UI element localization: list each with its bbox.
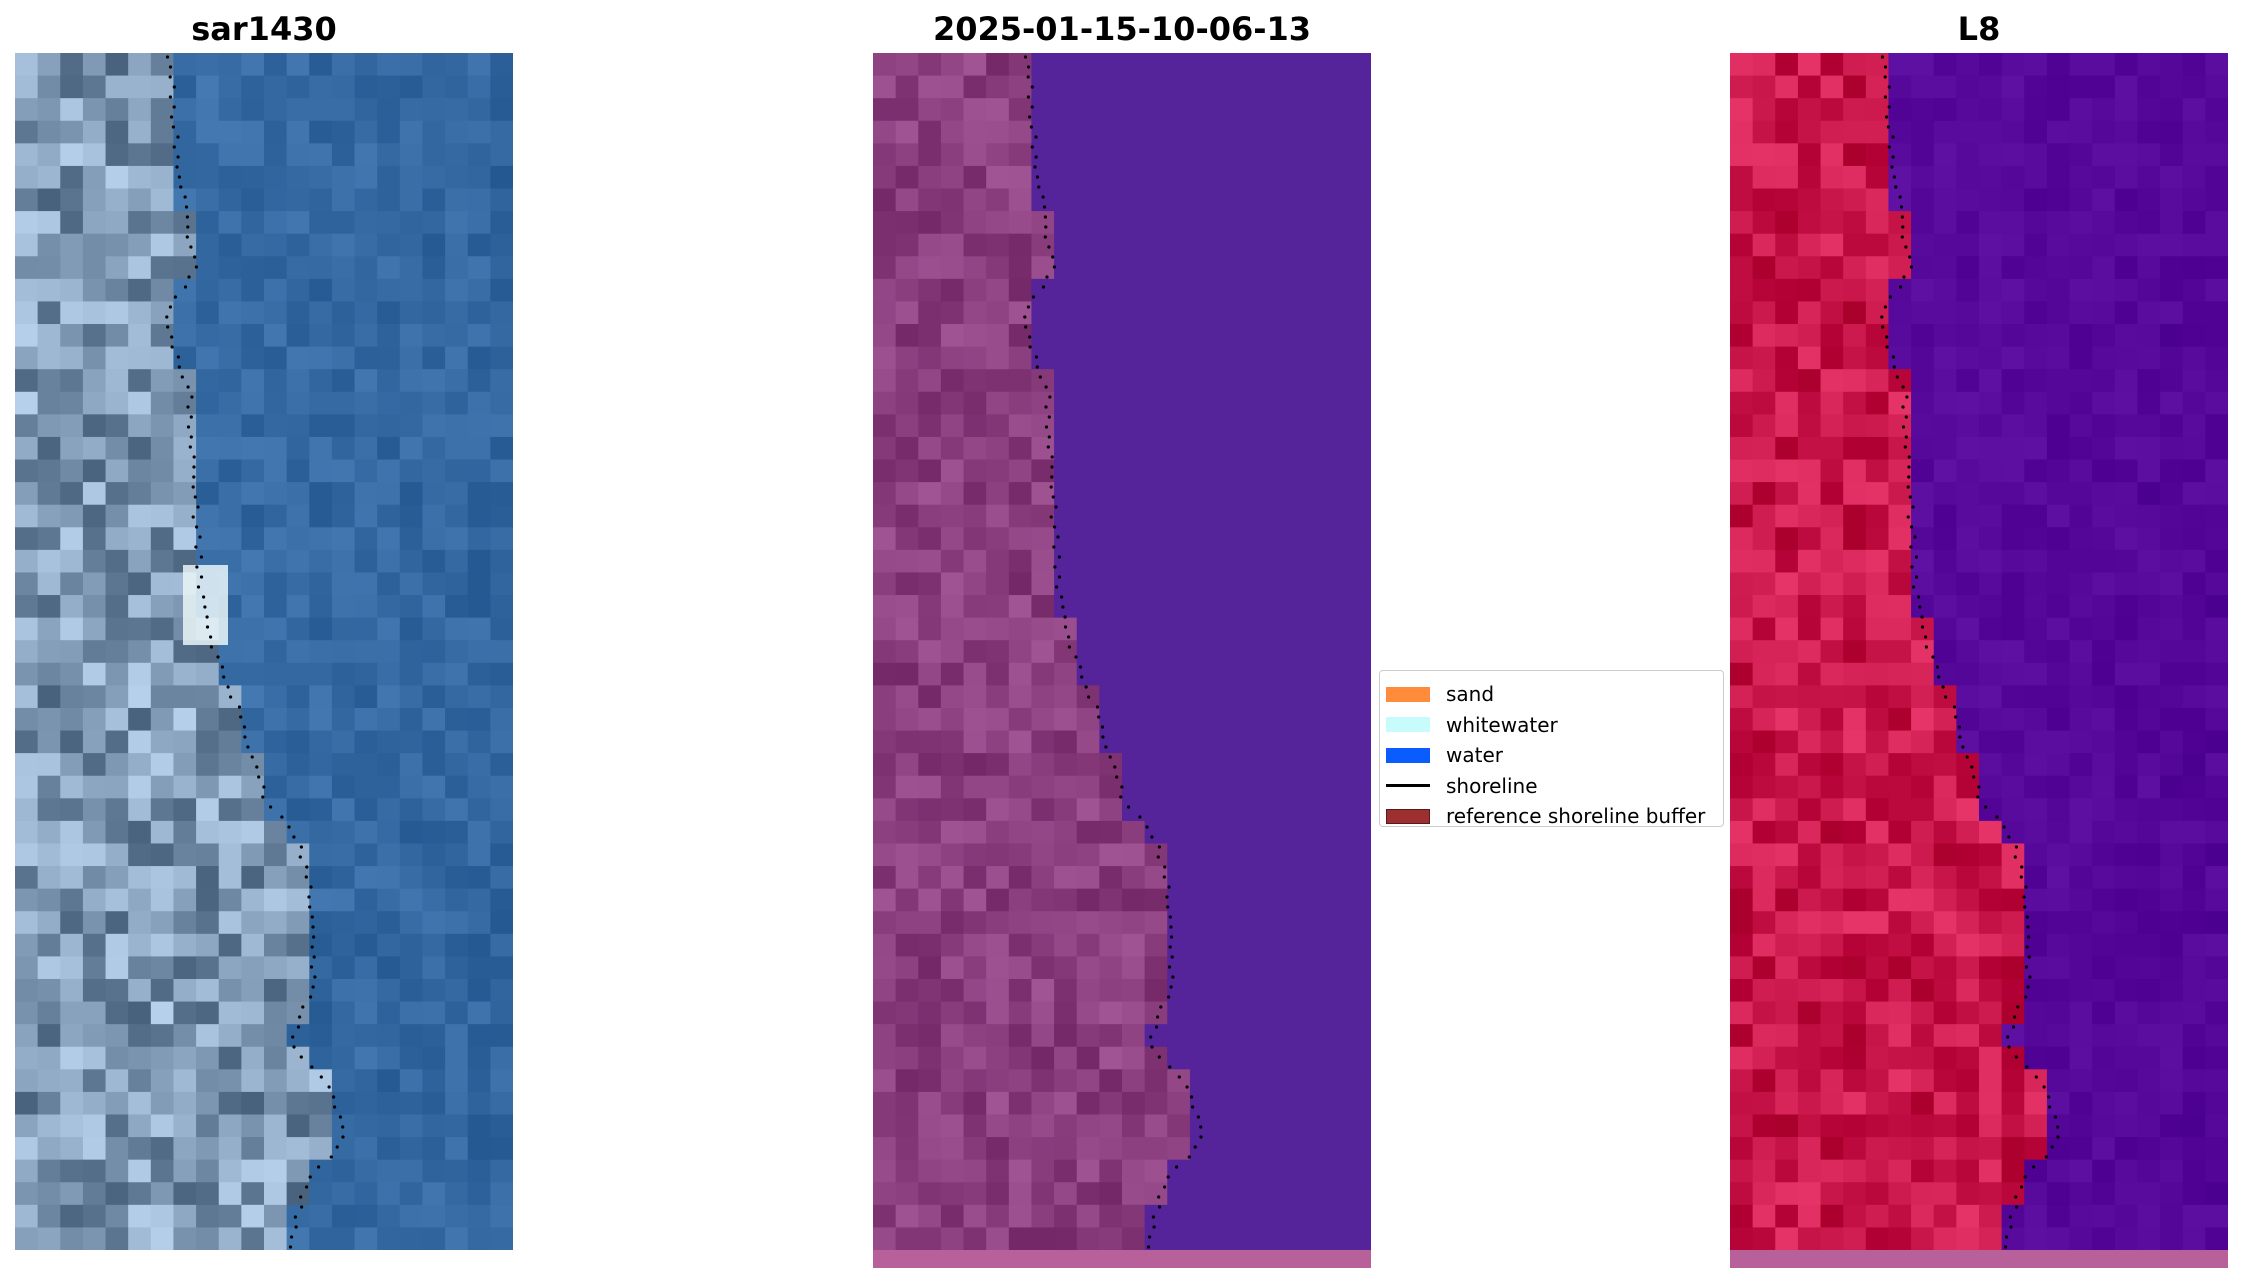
- rgb-shoreline: [165, 55, 345, 1249]
- index-image-panel: [1730, 53, 2228, 1268]
- index-image: [1730, 53, 2228, 1268]
- shoreline-line-swatch: [1386, 784, 1430, 788]
- classified-pixel-grid: [873, 53, 1371, 1251]
- legend-item-reference-buffer: reference shoreline buffer: [1386, 801, 1717, 832]
- legend-item-sand: sand: [1386, 679, 1717, 710]
- rgb-image-panel: [15, 53, 513, 1250]
- legend-label-reference-buffer: reference shoreline buffer: [1446, 804, 1706, 829]
- reference-buffer-swatch: [1386, 808, 1430, 824]
- legend-label-whitewater: whitewater: [1446, 712, 1558, 737]
- rgb-pixel-grid: [15, 53, 513, 1250]
- legend-item-water: water: [1386, 740, 1717, 771]
- ndwi-pixel-grid: [1730, 53, 2228, 1251]
- legend-label-shoreline: shoreline: [1446, 773, 1538, 798]
- classified-image: [873, 53, 1371, 1268]
- ndwi-bottom-strip: [1730, 1250, 2228, 1268]
- water-swatch: [1386, 747, 1430, 763]
- ndwi-shoreline: [1880, 55, 2060, 1249]
- panel-title-rgb: sar1430: [191, 10, 337, 48]
- classified-bottom-strip: [873, 1250, 1371, 1268]
- whitewater-patch: [183, 565, 228, 645]
- legend-label-sand: sand: [1446, 682, 1495, 707]
- whitewater-swatch: [1386, 717, 1430, 733]
- panel-title-date: 2025-01-15-10-06-13: [932, 10, 1312, 48]
- classified-shoreline: [1023, 55, 1203, 1249]
- legend-item-whitewater: whitewater: [1386, 710, 1717, 741]
- legend: sand whitewater water shoreline referenc…: [1379, 670, 1724, 828]
- rgb-image: [15, 53, 513, 1250]
- sand-swatch: [1386, 686, 1430, 702]
- legend-item-shoreline: shoreline: [1386, 771, 1717, 802]
- panel-title-sensor: L8: [1957, 10, 2001, 48]
- legend-label-water: water: [1446, 743, 1503, 768]
- classified-image-panel: [873, 53, 1371, 1268]
